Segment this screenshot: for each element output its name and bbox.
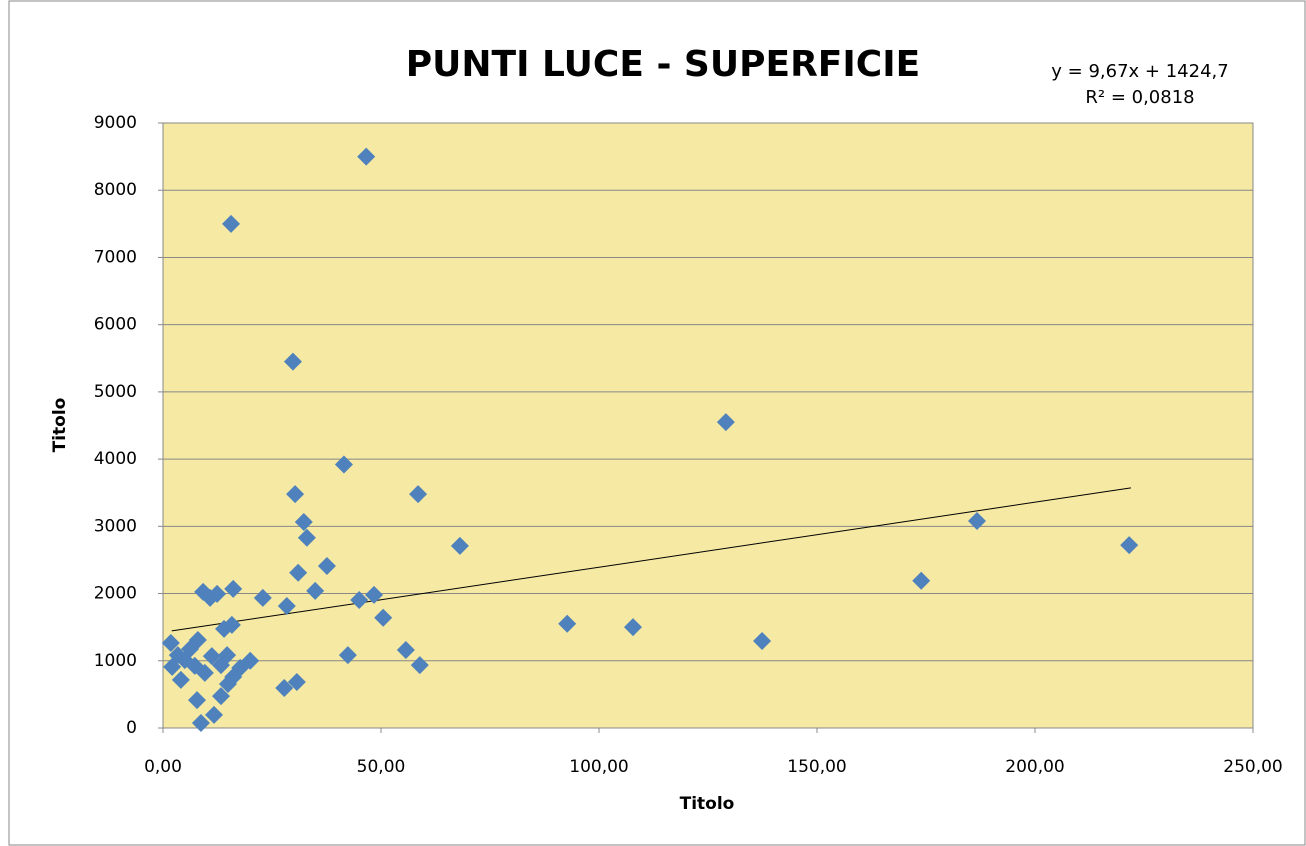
trend-r2: R² = 0,0818 <box>1085 87 1194 108</box>
y-tick-label: 6000 <box>94 315 137 335</box>
point <box>287 672 306 691</box>
point <box>558 614 577 633</box>
point <box>188 691 207 710</box>
point <box>289 563 308 582</box>
point <box>205 705 224 724</box>
point <box>277 596 296 615</box>
x-axis-title: Titolo <box>680 794 735 814</box>
point <box>317 556 336 575</box>
point <box>163 657 182 676</box>
chart-title: PUNTI LUCE - SUPERFICIE <box>406 44 920 85</box>
point <box>410 656 429 675</box>
point <box>275 679 294 698</box>
x-tick-label: 0,00 <box>144 757 182 777</box>
point <box>224 579 243 598</box>
point <box>334 455 353 474</box>
x-tick-label: 100,00 <box>569 757 628 777</box>
y-tick-label: 1000 <box>94 651 137 671</box>
point <box>222 214 241 233</box>
x-tick-label: 200,00 <box>1005 757 1064 777</box>
point <box>753 631 772 650</box>
point <box>215 619 234 638</box>
y-tick-label: 9000 <box>94 113 137 133</box>
point <box>195 663 214 682</box>
y-axis-title: Titolo <box>50 398 70 453</box>
point <box>1120 536 1139 555</box>
point <box>912 571 931 590</box>
point <box>171 670 190 689</box>
point <box>450 536 469 555</box>
point <box>306 581 325 600</box>
point <box>211 656 230 675</box>
point <box>294 512 313 531</box>
point <box>201 588 220 607</box>
plot-area <box>162 122 1254 729</box>
y-tick-label: 2000 <box>94 584 137 604</box>
point <box>357 147 376 166</box>
point <box>716 413 735 432</box>
point <box>365 585 384 604</box>
x-tick-label: 250,00 <box>1223 757 1282 777</box>
point <box>409 485 428 504</box>
point <box>350 590 369 609</box>
point <box>396 641 415 660</box>
point <box>286 485 305 504</box>
trend-equation: y = 9,67x + 1424,7 <box>1051 61 1228 82</box>
point <box>968 511 987 530</box>
point <box>283 352 302 371</box>
y-tick-label: 3000 <box>94 516 137 536</box>
y-tick-label: 7000 <box>94 247 137 267</box>
point <box>297 528 316 547</box>
point <box>253 588 272 607</box>
x-tick-label: 50,00 <box>357 757 406 777</box>
point <box>211 687 230 706</box>
point <box>191 713 210 732</box>
point <box>374 608 393 627</box>
trendline <box>171 487 1131 632</box>
point <box>202 647 221 666</box>
point <box>161 633 180 652</box>
y-tick-label: 5000 <box>94 382 137 402</box>
y-tick-label: 0 <box>126 718 137 738</box>
point <box>218 674 237 693</box>
y-tick-label: 4000 <box>94 449 137 469</box>
x-tick-label: 150,00 <box>787 757 846 777</box>
point <box>624 618 643 637</box>
point <box>338 646 357 665</box>
y-tick-label: 8000 <box>94 180 137 200</box>
